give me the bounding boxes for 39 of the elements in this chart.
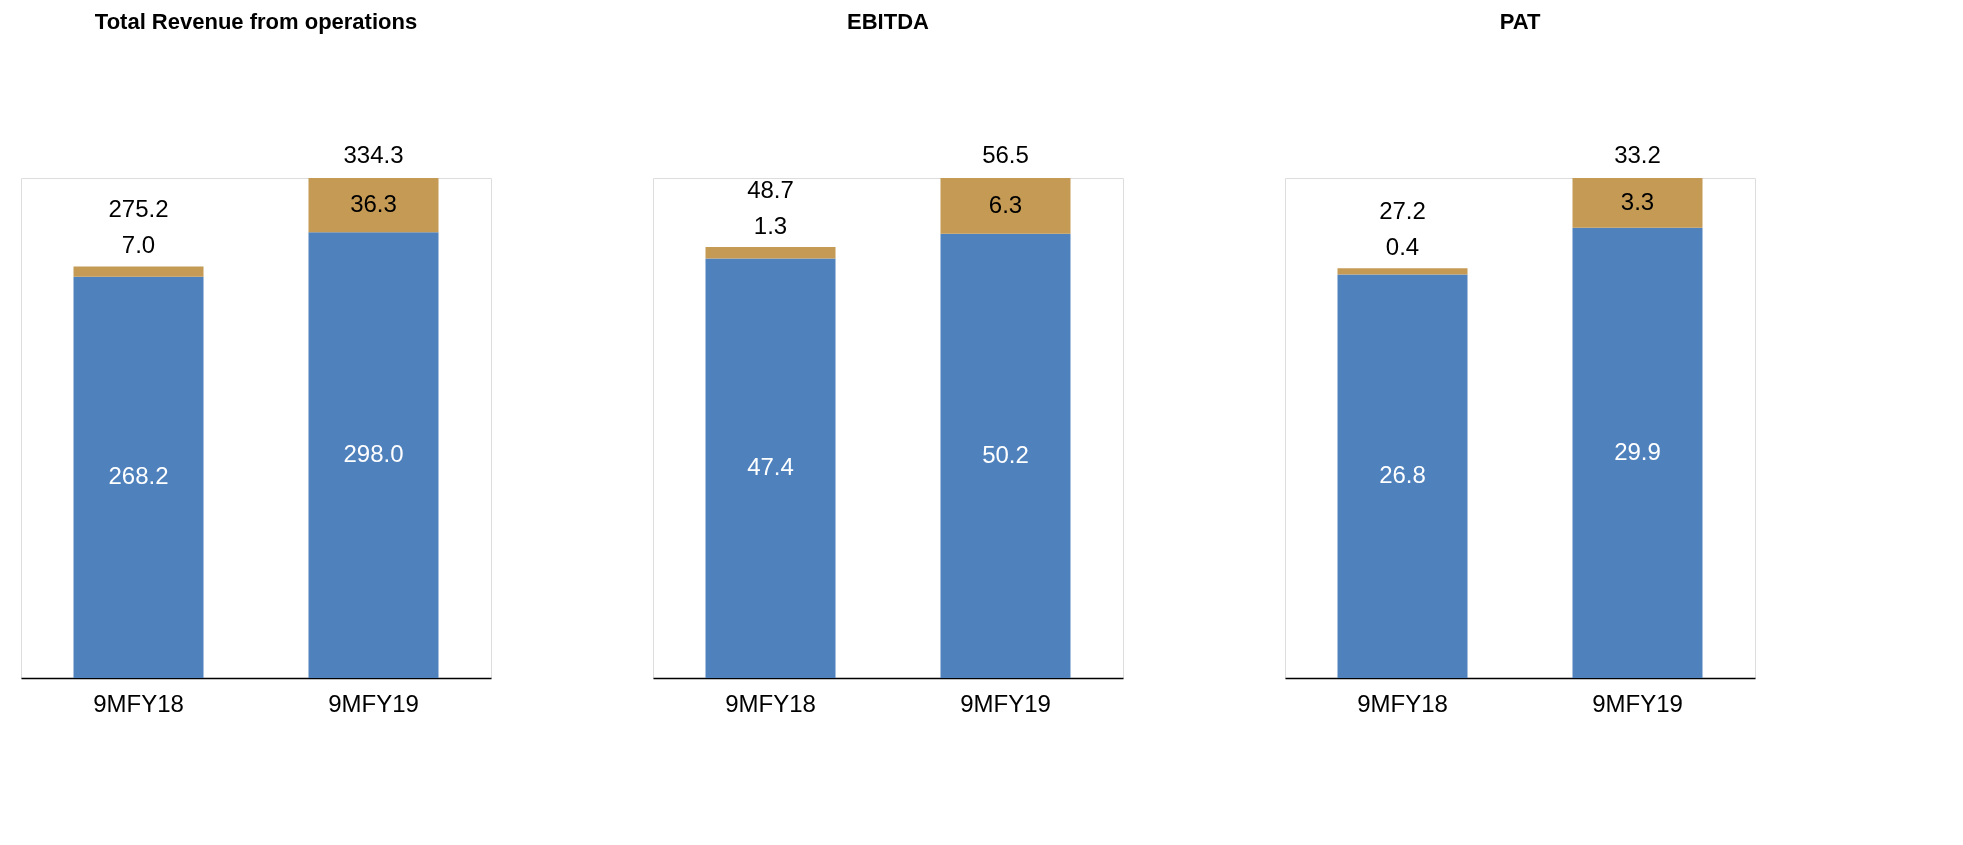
bar: [940, 233, 1071, 678]
bar: [705, 258, 836, 678]
total-label: 33.2: [1614, 141, 1661, 168]
data-label: 1.3: [753, 212, 788, 240]
total-label: 334.3: [343, 141, 404, 168]
data-label: 6.3: [988, 190, 1023, 218]
total-label: 275.2: [108, 195, 169, 223]
x-tick-label: 9MFY18: [725, 689, 816, 717]
bar: [1337, 274, 1468, 678]
bar: [1572, 178, 1703, 228]
data-label: 7.0: [121, 231, 156, 259]
bar: [73, 266, 204, 277]
bar: [1572, 227, 1703, 678]
chart-title: Total Revenue from operations: [94, 9, 418, 34]
chart-title: EBITDA: [847, 9, 930, 34]
total-label: 48.7: [747, 176, 794, 204]
total-label: 56.5: [982, 141, 1029, 168]
data-label: 36.3: [350, 190, 397, 218]
data-label: 50.2: [982, 440, 1029, 468]
bar: [308, 178, 439, 233]
data-label: 268.2: [108, 462, 169, 490]
x-tick-label: 9MFY19: [1592, 689, 1683, 717]
x-tick-label: 9MFY19: [328, 689, 419, 717]
chart-title: PAT: [1499, 9, 1541, 34]
bar: [940, 178, 1071, 234]
data-label: 29.9: [1614, 437, 1661, 465]
x-tick-label: 9MFY19: [960, 689, 1051, 717]
x-tick-label: 9MFY18: [1357, 689, 1448, 717]
data-label: 3.3: [1620, 187, 1655, 215]
data-label: 26.8: [1379, 461, 1426, 489]
data-label: 298.0: [343, 440, 404, 468]
data-label: 0.4: [1385, 233, 1420, 261]
bar: [308, 232, 439, 678]
x-tick-label: 9MFY18: [93, 689, 184, 717]
bar: [1337, 268, 1468, 275]
data-label: 47.4: [747, 453, 794, 481]
bar: [705, 247, 836, 259]
bar: [73, 276, 204, 678]
total-label: 27.2: [1379, 197, 1426, 225]
